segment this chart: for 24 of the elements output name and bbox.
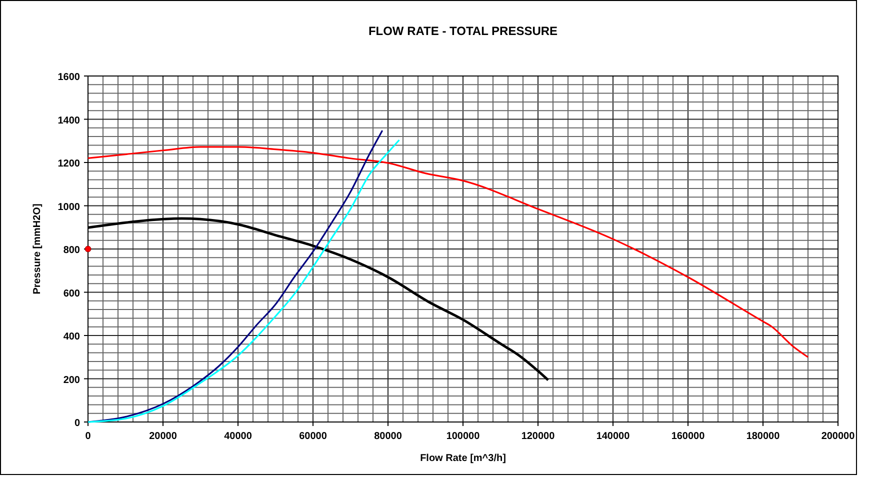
line-series	[87, 146, 809, 358]
x-tick-label: 60000	[299, 431, 328, 442]
x-tick-label: 0	[85, 431, 92, 442]
y-tick-label: 1200	[58, 158, 80, 170]
chart-title: FLOW RATE - TOTAL PRESSURE	[368, 24, 558, 38]
y-tick-label: 400	[63, 332, 80, 342]
y-tick-label: 0	[74, 418, 80, 429]
x-axis-title: Flow Rate [m^3/h]	[420, 453, 506, 464]
x-tick-label: 100000	[446, 431, 480, 442]
y-tick-label: 1000	[58, 202, 80, 213]
y-tick-label: 600	[63, 288, 80, 300]
y-axis-title: Pressure [mmH2O]	[32, 204, 43, 294]
y-tick-label: 200	[63, 374, 80, 386]
x-tick-label: 140000	[596, 431, 630, 442]
x-tick-label: 120000	[521, 431, 556, 442]
x-tick-label: 20000	[149, 431, 178, 442]
x-tick-label: 200000	[821, 431, 856, 442]
x-tick-label: 160000	[671, 431, 706, 442]
x-tick-label: 180000	[746, 431, 780, 442]
x-tick-label: 80000	[374, 431, 402, 442]
y-tick-label: 800	[63, 245, 80, 256]
x-tick-label: 40000	[224, 431, 252, 442]
y-tick-label: 1400	[58, 115, 80, 126]
y-tick-label: 1600	[58, 72, 80, 83]
